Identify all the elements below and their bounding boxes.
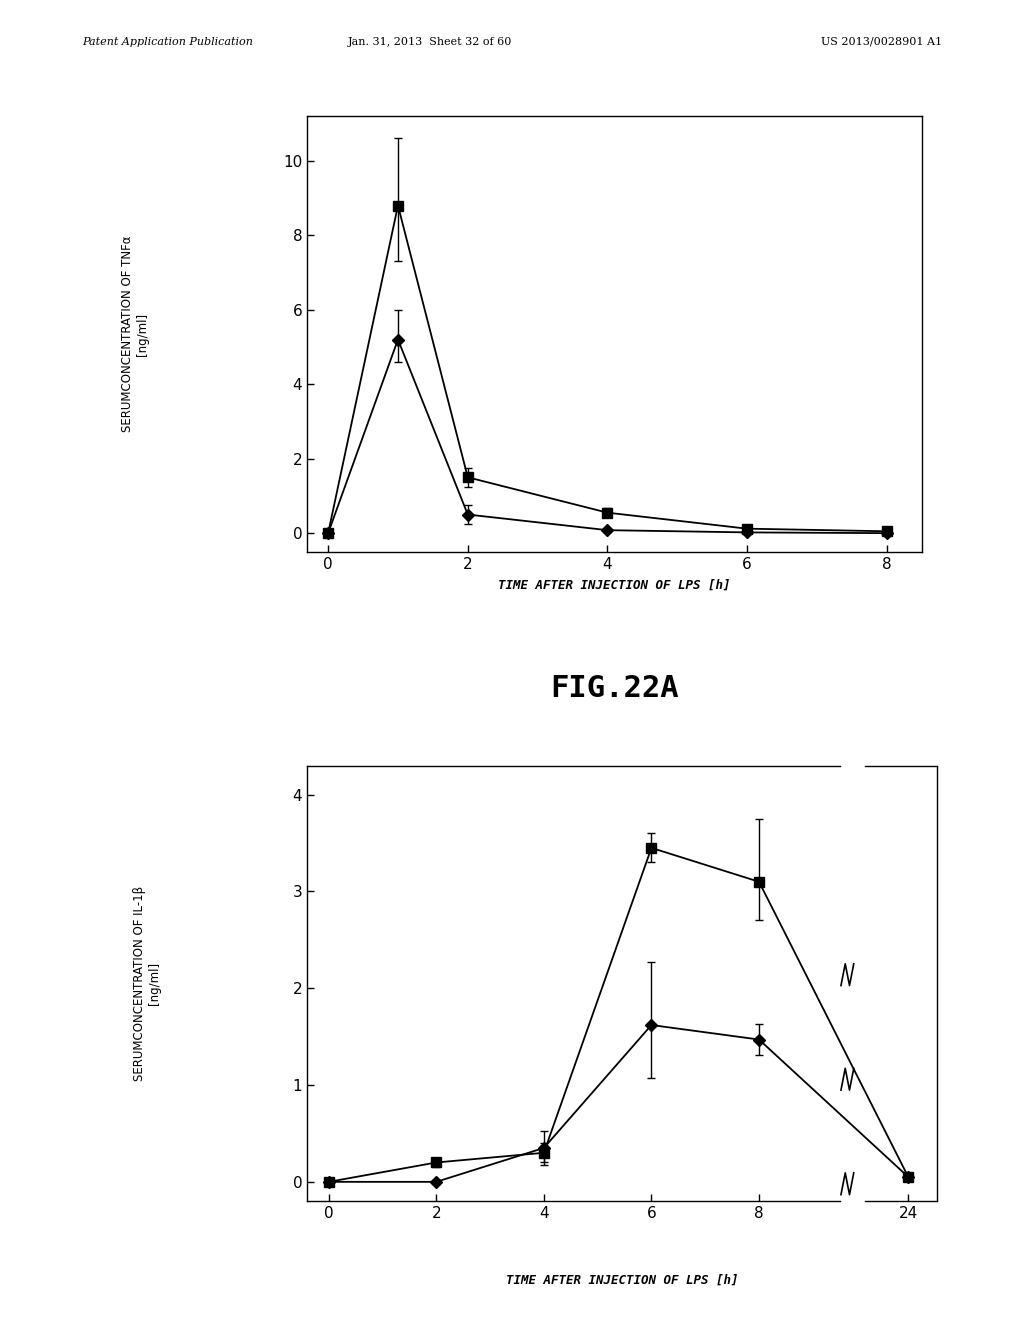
Text: SERUMCONCENTRATION OF IL-1β
[ng/ml]: SERUMCONCENTRATION OF IL-1β [ng/ml] (133, 886, 162, 1081)
Text: SERUMCONCENTRATION OF TNFα
[ng/ml]: SERUMCONCENTRATION OF TNFα [ng/ml] (121, 236, 150, 432)
X-axis label: TIME AFTER INJECTION OF LPS [h]: TIME AFTER INJECTION OF LPS [h] (498, 578, 731, 591)
Text: FIG.22A: FIG.22A (550, 673, 679, 702)
Text: Jan. 31, 2013  Sheet 32 of 60: Jan. 31, 2013 Sheet 32 of 60 (348, 37, 512, 48)
Text: TIME AFTER INJECTION OF LPS [h]: TIME AFTER INJECTION OF LPS [h] (506, 1274, 738, 1287)
Text: Patent Application Publication: Patent Application Publication (82, 37, 253, 48)
Text: US 2013/0028901 A1: US 2013/0028901 A1 (821, 37, 942, 48)
